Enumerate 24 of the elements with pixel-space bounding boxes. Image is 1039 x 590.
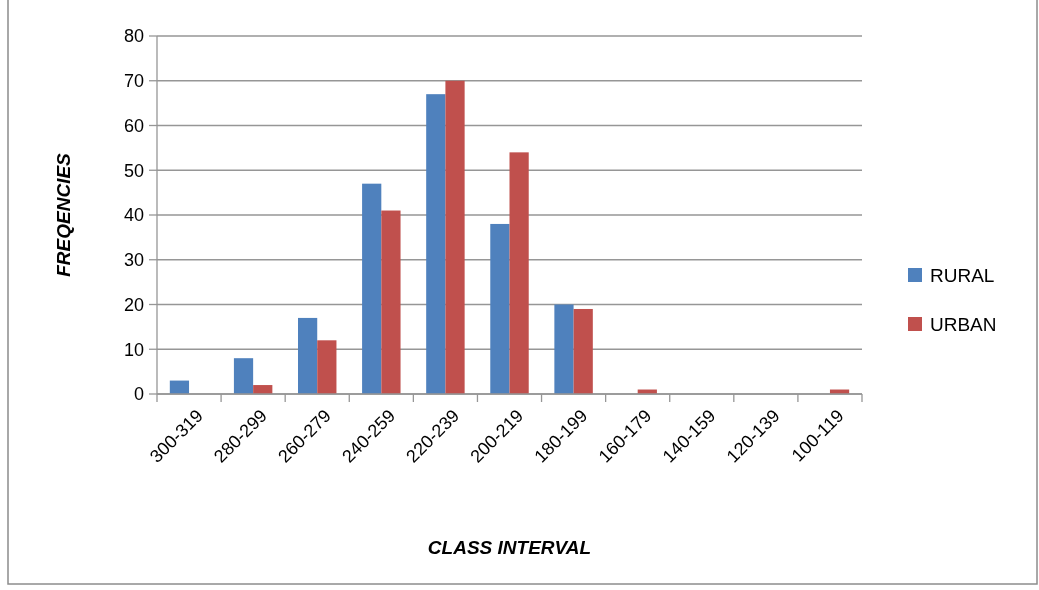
bar <box>509 152 529 394</box>
y-tick-label: 50 <box>123 160 144 181</box>
y-tick-label: 60 <box>123 115 144 136</box>
y-tick-label: 10 <box>123 339 144 360</box>
bar <box>381 210 401 394</box>
y-axis-title: FREQENCIES <box>53 152 74 277</box>
bar <box>233 358 254 394</box>
bar <box>554 304 574 394</box>
legend-label: RURAL <box>930 264 995 286</box>
y-tick-label: 40 <box>123 205 144 226</box>
y-tick-label: 0 <box>133 384 144 405</box>
bar <box>426 94 446 394</box>
y-tick-label: 30 <box>123 250 144 271</box>
bar <box>317 340 337 394</box>
y-tick-label: 70 <box>123 71 144 92</box>
y-tick-label: 80 <box>123 26 144 47</box>
bar <box>362 183 382 394</box>
x-axis-title: CLASS INTERVAL <box>427 537 592 558</box>
bar <box>445 80 465 394</box>
bar <box>298 317 318 394</box>
bar <box>573 308 593 394</box>
bar <box>490 223 510 394</box>
legend-label: URBAN <box>930 313 997 335</box>
y-tick-label: 20 <box>123 294 144 315</box>
